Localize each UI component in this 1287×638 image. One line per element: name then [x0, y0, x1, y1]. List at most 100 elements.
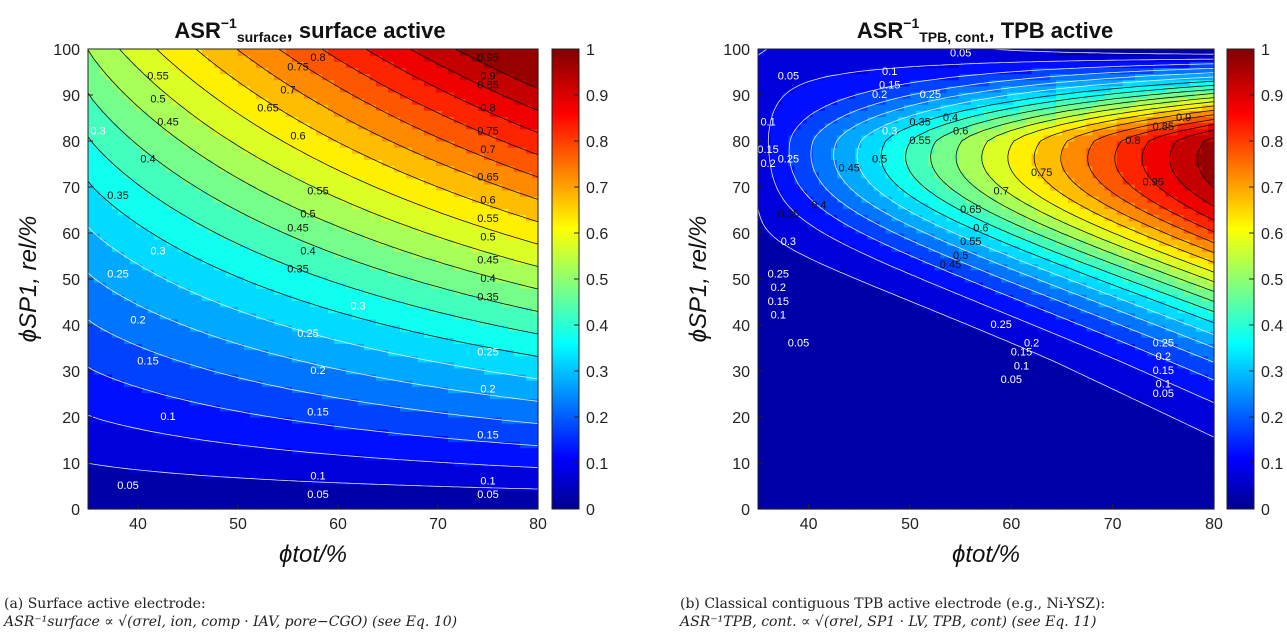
heatmap-cell	[376, 459, 383, 467]
heatmap-cell	[280, 300, 287, 308]
heatmap-cell	[376, 214, 383, 222]
heatmap-cell	[298, 404, 305, 412]
heatmap-cell	[94, 153, 101, 160]
heatmap-cell	[406, 417, 413, 424]
heatmap-cell	[226, 263, 233, 271]
heatmap-cell	[232, 202, 239, 210]
heatmap-cell	[346, 73, 353, 81]
heatmap-cell	[88, 202, 95, 210]
heatmap-cell	[418, 79, 425, 87]
heatmap-cell	[262, 435, 269, 443]
heatmap-cell	[370, 239, 377, 246]
heatmap-cell	[178, 472, 185, 479]
heatmap-cell	[418, 190, 425, 197]
heatmap-cell	[142, 318, 149, 326]
heatmap-cell	[412, 343, 419, 351]
heatmap-cell	[274, 337, 281, 344]
heatmap-cell	[292, 490, 299, 498]
heatmap-cell	[484, 226, 491, 234]
heatmap-cell	[214, 282, 221, 289]
heatmap-cell	[88, 141, 95, 148]
heatmap-cell	[226, 147, 233, 154]
heatmap-cell	[184, 239, 191, 246]
heatmap-cell	[328, 49, 335, 56]
heatmap-cell	[430, 202, 437, 210]
heatmap-cell	[136, 502, 143, 510]
heatmap-cell	[352, 404, 359, 412]
heatmap-cell	[364, 349, 371, 357]
heatmap-cell	[436, 398, 443, 406]
heatmap-cell	[472, 190, 479, 197]
heatmap-cell	[184, 490, 191, 498]
heatmap-cell	[124, 367, 131, 375]
heatmap-cell	[376, 435, 383, 443]
heatmap-cell	[250, 116, 257, 124]
heatmap-cell	[460, 116, 467, 124]
heatmap-cell	[358, 318, 365, 326]
heatmap-cell	[364, 312, 371, 320]
heatmap-cell	[394, 159, 401, 167]
heatmap-cell	[454, 349, 461, 357]
heatmap-cell	[106, 459, 113, 467]
heatmap-cell	[484, 318, 491, 326]
heatmap-cell	[466, 122, 473, 130]
heatmap-cell	[286, 300, 293, 308]
heatmap-cell	[466, 159, 473, 167]
heatmap-cell	[274, 429, 281, 436]
heatmap-cell	[406, 478, 413, 486]
heatmap-cell	[220, 466, 227, 473]
heatmap-cell	[214, 220, 221, 228]
heatmap-cell	[154, 288, 161, 295]
heatmap-cell	[148, 147, 155, 154]
heatmap-cell	[250, 147, 257, 154]
heatmap-cell	[256, 73, 263, 81]
heatmap-cell	[448, 153, 455, 160]
heatmap-cell	[430, 380, 437, 387]
heatmap-cell	[448, 374, 455, 381]
heatmap-cell	[424, 404, 431, 412]
heatmap-cell	[442, 269, 449, 277]
heatmap-cell	[88, 177, 95, 185]
heatmap-cell	[196, 435, 203, 443]
heatmap-cell	[484, 447, 491, 455]
heatmap-cell	[250, 165, 257, 173]
heatmap-cell	[316, 453, 323, 461]
heatmap-cell	[232, 349, 239, 357]
heatmap-cell	[454, 245, 461, 252]
heatmap-cell	[274, 239, 281, 246]
heatmap-cell	[184, 183, 191, 191]
heatmap-cell	[184, 257, 191, 265]
heatmap-cell	[292, 429, 299, 436]
heatmap-cell	[100, 441, 107, 449]
heatmap-cell	[424, 159, 431, 167]
heatmap-cell	[340, 85, 347, 93]
heatmap-cell	[166, 337, 173, 344]
heatmap-cell	[148, 288, 155, 295]
heatmap-cell	[340, 343, 347, 351]
heatmap-cell	[346, 153, 353, 160]
heatmap-cell	[304, 355, 311, 363]
heatmap-cell	[352, 282, 359, 289]
heatmap-cell	[220, 220, 227, 228]
heatmap-cell	[118, 55, 125, 62]
heatmap-cell	[304, 73, 311, 81]
heatmap-cell	[430, 147, 437, 154]
heatmap-cell	[268, 392, 275, 400]
heatmap-cell	[190, 196, 197, 203]
heatmap-cell	[226, 251, 233, 259]
heatmap-cell	[304, 233, 311, 240]
heatmap-cell	[154, 269, 161, 277]
heatmap-cell	[190, 490, 197, 498]
heatmap-cell	[226, 153, 233, 160]
heatmap-cell	[190, 202, 197, 210]
heatmap-cell	[202, 275, 209, 283]
heatmap-cell	[88, 73, 95, 81]
heatmap-cell	[424, 478, 431, 486]
heatmap-cell	[472, 288, 479, 295]
heatmap-cell	[418, 459, 425, 467]
heatmap-cell	[406, 410, 413, 418]
heatmap-cell	[154, 159, 161, 167]
heatmap-cell	[142, 141, 149, 148]
heatmap-cell	[400, 239, 407, 246]
heatmap-cell	[196, 202, 203, 210]
